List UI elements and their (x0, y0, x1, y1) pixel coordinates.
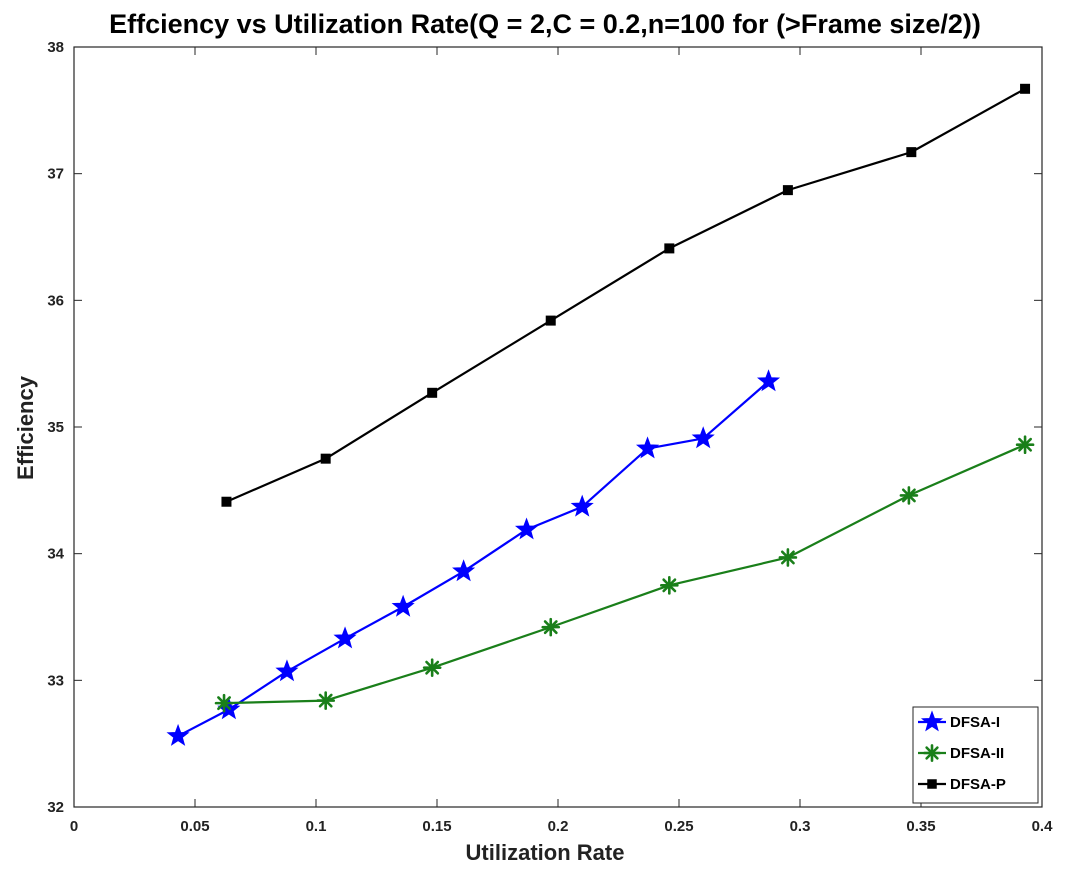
legend-label: DFSA-P (950, 776, 1006, 793)
legend-item-dfsa-i: DFSA-I (918, 710, 1000, 732)
legend-marker (920, 710, 944, 732)
x-tick-label: 0.2 (548, 818, 569, 835)
y-tick-label: 35 (47, 419, 64, 436)
data-point-dfsa-i (166, 723, 190, 746)
data-point-dfsa-p (427, 387, 438, 398)
data-point-dfsa-p (1020, 83, 1031, 94)
legend-item-dfsa-p: DFSA-P (918, 776, 1006, 793)
data-point-dfsa-ii (899, 486, 919, 505)
series-line-dfsa-p (226, 87, 1026, 503)
legend-item-dfsa-ii: DFSA-II (918, 744, 1004, 762)
x-tick-label: 0.1 (306, 818, 327, 835)
legend-marker (923, 744, 941, 762)
legend-label: DFSA-II (950, 745, 1004, 762)
data-point-dfsa-p (664, 243, 675, 254)
data-point-dfsa-ii (660, 576, 679, 595)
legend-marker (927, 779, 937, 789)
data-point-dfsa-i (635, 436, 660, 459)
x-tick-label: 0.3 (790, 818, 811, 835)
data-point-dfsa-ii (778, 548, 798, 567)
y-tick-label: 38 (47, 39, 64, 56)
series-dfsa-p (221, 83, 1031, 507)
data-point-dfsa-i (452, 559, 476, 582)
data-point-dfsa-ii (1015, 435, 1035, 455)
data-point-dfsa-ii (214, 693, 234, 713)
data-point-dfsa-ii (316, 691, 335, 710)
data-point-dfsa-p (320, 453, 331, 464)
x-tick-label: 0.15 (422, 818, 451, 835)
x-tick-label: 0.05 (180, 818, 209, 835)
y-tick-label: 34 (47, 546, 64, 563)
data-point-dfsa-i (275, 659, 299, 682)
x-axis-label: Utilization Rate (466, 840, 625, 865)
y-tick-label: 37 (47, 166, 64, 183)
y-tick-label: 36 (47, 292, 64, 309)
data-point-dfsa-p (545, 315, 556, 326)
y-tick-label: 32 (47, 799, 64, 816)
data-point-dfsa-i (514, 517, 539, 540)
data-point-dfsa-i (691, 426, 715, 449)
data-point-dfsa-i (570, 494, 594, 517)
axis-ticks: 0 0.05 0.1 0.15 0.2 0.25 0.3 0.35 0.4 32 33 34 35 36 3… (47, 39, 1053, 835)
data-point-dfsa-ii (541, 617, 561, 637)
data-point-dfsa-i (391, 594, 415, 617)
legend-label: DFSA-I (950, 714, 1000, 731)
data-point-dfsa-i (756, 369, 781, 392)
series-dfsa-ii (214, 435, 1035, 713)
x-tick-label: 0.4 (1032, 818, 1054, 835)
data-point-dfsa-p (782, 185, 793, 196)
data-point-dfsa-p (906, 147, 917, 158)
x-tick-label: 0 (70, 818, 78, 835)
y-tick-label: 33 (47, 672, 64, 689)
series-line-dfsa-ii (224, 443, 1026, 705)
data-point-dfsa-i (333, 626, 357, 649)
series-layer (166, 83, 1035, 746)
x-tick-label: 0.35 (906, 818, 935, 835)
x-tick-label: 0.25 (664, 818, 693, 835)
legend: DFSA-I DFSA-II DFSA-P (912, 706, 1039, 804)
data-point-dfsa-p (221, 496, 232, 507)
y-axis-label: Efficiency (13, 375, 38, 480)
plot-area (73, 46, 1043, 808)
chart-title: Effciency vs Utilization Rate(Q = 2,C = … (109, 9, 981, 39)
data-point-dfsa-ii (422, 658, 442, 677)
